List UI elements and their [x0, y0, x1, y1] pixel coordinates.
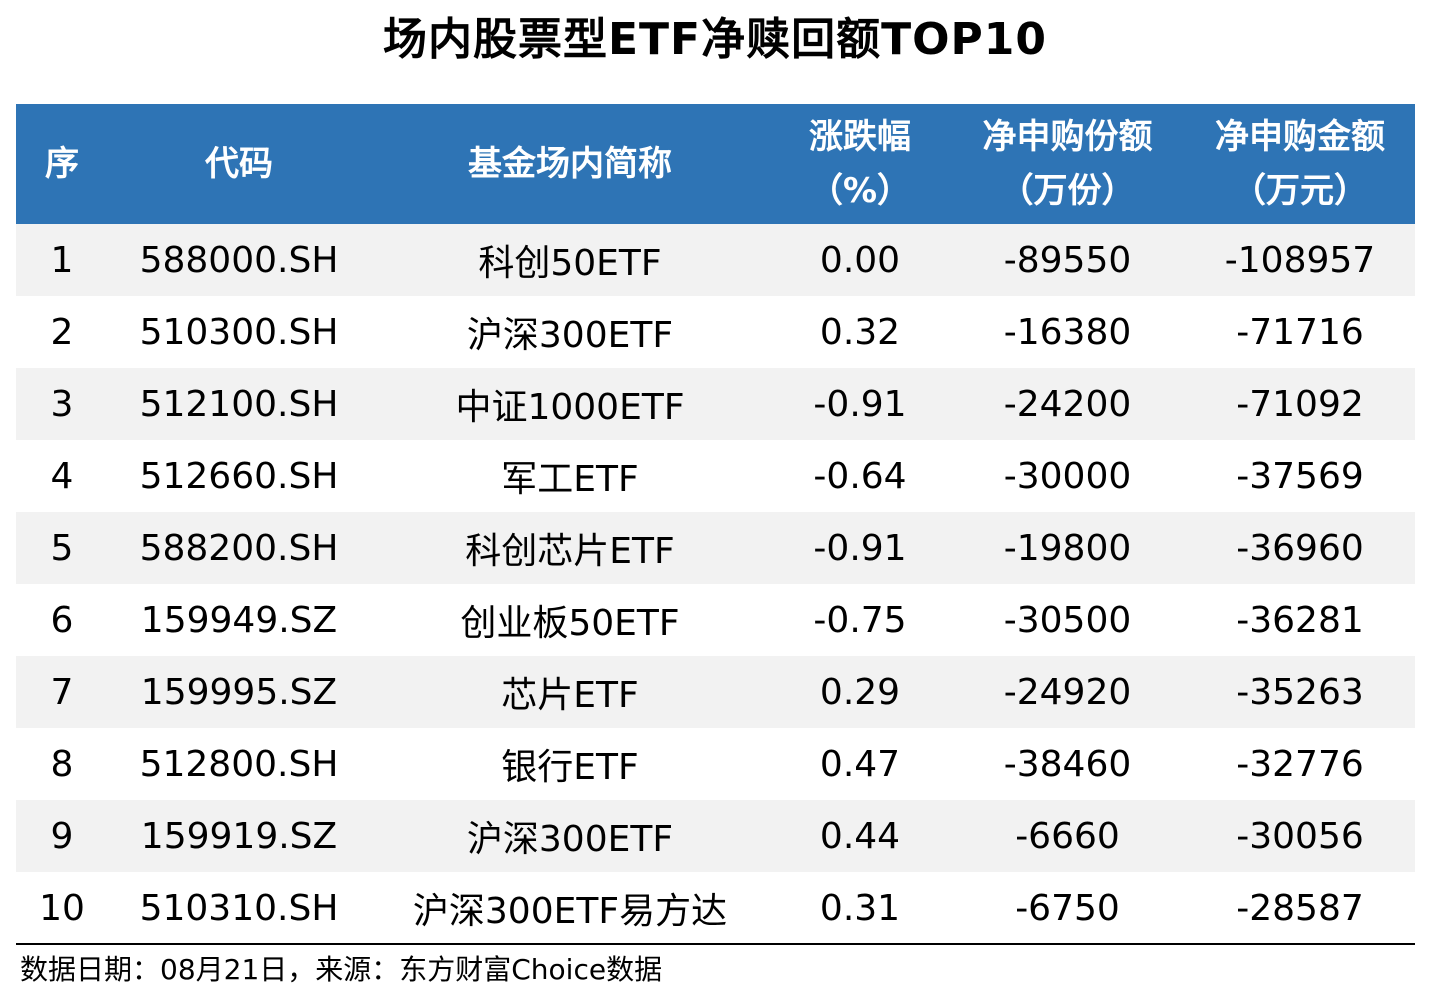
header-change-unit: （%） [808, 171, 912, 211]
cell-change: 0.47 [819, 743, 901, 785]
cell-name: 中证1000ETF [455, 387, 685, 428]
table-row: 10 510310.SH 沪深300ETF易方达 0.31 -6750 -285… [16, 872, 1415, 944]
cell-code: 159919.SZ [140, 815, 338, 857]
header-amount-label: 净申购金额 [1215, 117, 1385, 157]
header-change-label: 涨跌幅 [809, 117, 911, 157]
cell-seq: 1 [50, 239, 74, 281]
cell-name: 创业板50ETF [460, 603, 680, 644]
cell-shares: -38460 [1003, 743, 1132, 785]
table-row: 4 512660.SH 军工ETF -0.64 -30000 -37569 [16, 440, 1415, 512]
cell-amount: -36281 [1236, 599, 1364, 641]
header-change: 涨跌幅 （%） [770, 104, 950, 224]
cell-code: 510310.SH [139, 887, 339, 929]
cell-amount: -71716 [1236, 311, 1364, 353]
cell-name: 沪深300ETF易方达 [412, 891, 728, 932]
table-row: 7 159995.SZ 芯片ETF 0.29 -24920 -35263 [16, 656, 1415, 728]
table-row: 2 510300.SH 沪深300ETF 0.32 -16380 -71716 [16, 296, 1415, 368]
header-shares-label: 净申购份额 [982, 117, 1153, 157]
page-title: 场内股票型ETF净赎回额TOP10 [382, 14, 1048, 65]
cell-amount: -28587 [1236, 887, 1364, 929]
cell-seq: 9 [50, 815, 74, 857]
cell-change: -0.91 [813, 527, 907, 569]
cell-seq: 6 [50, 599, 74, 641]
cell-amount: -35263 [1236, 671, 1364, 713]
table-header-row: 序 代码 基金场内简称 涨跌幅 （%） 净申购份额 （万份） 净申购金额 （万元… [16, 104, 1415, 224]
cell-code: 512800.SH [139, 743, 339, 785]
cell-change: 0.44 [819, 815, 901, 857]
cell-seq: 10 [39, 887, 85, 929]
footer-divider [16, 943, 1415, 945]
cell-amount: -32776 [1236, 743, 1364, 785]
cell-code: 588000.SH [139, 239, 339, 281]
cell-code: 159995.SZ [140, 671, 338, 713]
header-amount-unit: （万元） [1232, 171, 1368, 211]
cell-shares: -24200 [1003, 383, 1132, 425]
table-row: 5 588200.SH 科创芯片ETF -0.91 -19800 -36960 [16, 512, 1415, 584]
cell-seq: 3 [50, 383, 74, 425]
cell-seq: 2 [50, 311, 74, 353]
header-name: 基金场内简称 [468, 144, 672, 184]
cell-amount: -71092 [1236, 383, 1364, 425]
cell-change: 0.29 [819, 671, 901, 713]
cell-shares: -6750 [1015, 887, 1120, 929]
cell-change: -0.91 [813, 383, 907, 425]
header-seq: 序 [45, 144, 79, 184]
cell-name: 科创芯片ETF [465, 531, 675, 572]
cell-code: 510300.SH [139, 311, 339, 353]
cell-shares: -24920 [1003, 671, 1132, 713]
table-row: 6 159949.SZ 创业板50ETF -0.75 -30500 -36281 [16, 584, 1415, 656]
cell-shares: -30500 [1003, 599, 1132, 641]
cell-seq: 7 [50, 671, 74, 713]
cell-shares: -19800 [1003, 527, 1132, 569]
cell-seq: 4 [50, 455, 74, 497]
cell-code: 512660.SH [139, 455, 339, 497]
cell-change: 0.00 [819, 239, 901, 281]
cell-name: 军工ETF [501, 459, 639, 500]
cell-amount: -30056 [1236, 815, 1364, 857]
cell-amount: -108957 [1224, 239, 1376, 281]
cell-shares: -16380 [1003, 311, 1132, 353]
cell-shares: -89550 [1003, 239, 1132, 281]
cell-shares: -30000 [1003, 455, 1132, 497]
header-code: 代码 [205, 144, 273, 184]
cell-name: 芯片ETF [501, 675, 639, 716]
data-source-note: 数据日期：08月21日，来源：东方财富Choice数据 [20, 953, 663, 986]
cell-amount: -36960 [1236, 527, 1364, 569]
cell-name: 银行ETF [501, 747, 639, 788]
cell-seq: 8 [50, 743, 74, 785]
cell-name: 沪深300ETF [466, 819, 674, 860]
table-row: 1 588000.SH 科创50ETF 0.00 -89550 -108957 [16, 224, 1415, 296]
cell-code: 588200.SH [139, 527, 339, 569]
cell-change: 0.31 [819, 887, 901, 929]
cell-name: 沪深300ETF [466, 315, 674, 356]
table-row: 8 512800.SH 银行ETF 0.47 -38460 -32776 [16, 728, 1415, 800]
table-row: 3 512100.SH 中证1000ETF -0.91 -24200 -7109… [16, 368, 1415, 440]
cell-shares: -6660 [1015, 815, 1120, 857]
header-shares: 净申购份额 （万份） [950, 104, 1185, 224]
cell-change: -0.64 [813, 455, 907, 497]
cell-code: 512100.SH [139, 383, 339, 425]
header-amount: 净申购金额 （万元） [1185, 104, 1415, 224]
cell-seq: 5 [50, 527, 74, 569]
etf-redemption-table: 序 代码 基金场内简称 涨跌幅 （%） 净申购份额 （万份） 净申购金额 （万元… [16, 104, 1415, 944]
header-shares-unit: （万份） [999, 171, 1136, 211]
cell-amount: -37569 [1236, 455, 1364, 497]
cell-code: 159949.SZ [140, 599, 338, 641]
cell-name: 科创50ETF [478, 243, 662, 284]
cell-change: -0.75 [813, 599, 907, 641]
cell-change: 0.32 [819, 311, 901, 353]
table-row: 9 159919.SZ 沪深300ETF 0.44 -6660 -30056 [16, 800, 1415, 872]
